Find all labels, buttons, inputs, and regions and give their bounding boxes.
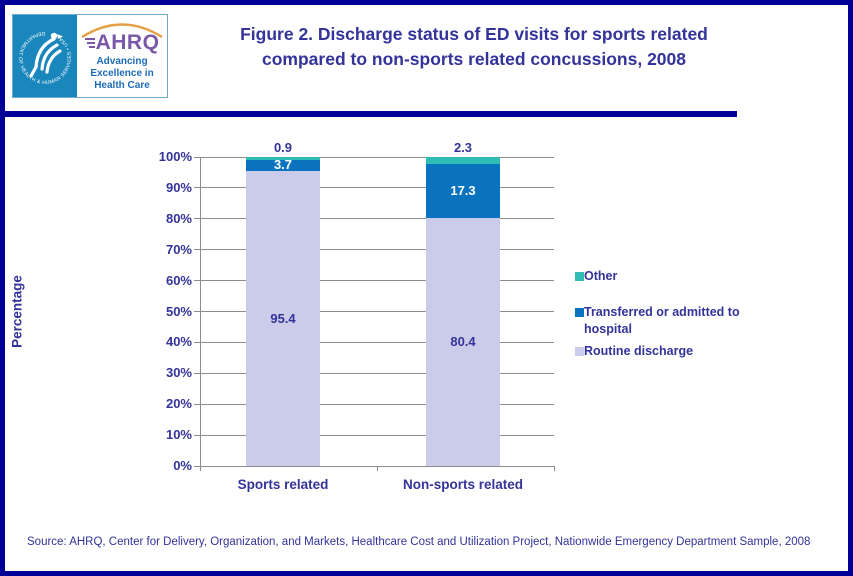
gridline bbox=[200, 156, 554, 158]
bar-value-label: 95.4 bbox=[270, 310, 296, 326]
bar-value-label: 17.3 bbox=[450, 182, 476, 198]
legend-item: Other bbox=[575, 268, 775, 285]
gridline bbox=[200, 249, 554, 251]
x-axis-tick bbox=[377, 466, 378, 471]
legend-label: Other bbox=[584, 269, 618, 283]
y-axis-tick bbox=[194, 311, 200, 312]
hhs-emblem-panel: DEPARTMENT OF HEALTH & HUMAN SERVICES • … bbox=[13, 15, 77, 97]
stacked-bar-chart: Percentage 0% 10% 20% 30% 40% 50% 60% 70% 80% 90%… bbox=[5, 5, 848, 571]
x-axis-tick bbox=[554, 466, 555, 471]
bar-value-label: 80.4 bbox=[450, 333, 476, 349]
gridline bbox=[200, 280, 554, 282]
gridline bbox=[200, 341, 554, 343]
legend-item: Transferred or admitted to hospital bbox=[575, 304, 775, 338]
y-axis-tick-label: 100% bbox=[158, 149, 192, 164]
gridline bbox=[200, 187, 554, 189]
legend-swatch bbox=[575, 308, 584, 317]
figure-title: Figure 2. Discharge status of ED visits … bbox=[168, 22, 780, 72]
y-axis-tick-label: 70% bbox=[165, 241, 192, 257]
bar-segment bbox=[246, 171, 320, 466]
y-axis-tick-label: 80% bbox=[165, 210, 192, 226]
ahrq-tagline: Advancing Excellence in Health Care bbox=[77, 56, 167, 91]
y-axis-tick bbox=[194, 156, 200, 158]
header-divider bbox=[5, 111, 737, 117]
hhs-eagle-icon: DEPARTMENT OF HEALTH & HUMAN SERVICES • … bbox=[17, 30, 73, 86]
y-axis-tick bbox=[194, 341, 200, 343]
bar-segment bbox=[426, 157, 500, 165]
y-axis-tick bbox=[194, 403, 200, 405]
tagline-line: Advancing bbox=[96, 56, 148, 67]
y-axis-tick-label: 40% bbox=[165, 334, 192, 350]
bar-value-label: 2.3 bbox=[453, 140, 473, 155]
gridline bbox=[200, 434, 554, 436]
y-axis-tick-label: 10% bbox=[165, 427, 192, 443]
legend-item: Routine discharge bbox=[575, 343, 775, 360]
rainbow-arc-icon bbox=[81, 23, 163, 38]
y-axis-title: Percentage bbox=[9, 275, 25, 348]
legend-label: Transferred or admitted to hospital bbox=[584, 305, 740, 336]
bar-segment bbox=[426, 164, 500, 218]
y-axis-line bbox=[200, 157, 201, 466]
legend-swatch bbox=[575, 347, 584, 356]
x-axis-category-label: Non-sports related bbox=[402, 477, 524, 492]
y-axis-tick-label: 30% bbox=[165, 365, 192, 381]
speed-lines-icon bbox=[84, 37, 95, 48]
legend-swatch bbox=[575, 272, 584, 281]
ahrq-acronym: AHRQ bbox=[95, 31, 160, 54]
ahrq-logo: DEPARTMENT OF HEALTH & HUMAN SERVICES • … bbox=[12, 14, 168, 98]
bar-segment bbox=[246, 159, 320, 172]
y-axis-tick bbox=[194, 218, 200, 220]
y-axis-tick bbox=[194, 249, 200, 251]
figure-title-line2: compared to non-sports related concussio… bbox=[262, 48, 686, 69]
y-axis-tick-label: 0% bbox=[173, 458, 192, 473]
y-axis-tick bbox=[194, 465, 200, 467]
y-axis-tick bbox=[194, 372, 200, 374]
y-axis-tick-label: 50% bbox=[165, 303, 192, 319]
x-axis-category-label: Sports related bbox=[237, 477, 329, 492]
y-axis-tick-label: 60% bbox=[165, 272, 192, 288]
figure-title-line1: Figure 2. Discharge status of ED visits … bbox=[240, 24, 708, 44]
tagline-line: Excellence in bbox=[90, 67, 154, 79]
bar-value-label: 0.9 bbox=[273, 140, 293, 155]
ahrq-wordmark-panel: AHRQ Advancing Excellence in Health Care bbox=[77, 15, 167, 97]
gridline bbox=[200, 372, 554, 374]
gridline bbox=[200, 311, 554, 312]
gridline bbox=[200, 403, 554, 405]
x-axis-tick bbox=[200, 466, 201, 471]
source-note: Source: AHRQ, Center for Delivery, Organ… bbox=[27, 536, 811, 548]
legend-label: Routine discharge bbox=[584, 344, 694, 358]
bar-value-label: 3.7 bbox=[273, 157, 293, 173]
gridline bbox=[200, 218, 554, 220]
tagline-line: Health Care bbox=[94, 79, 150, 91]
y-axis-tick-label: 20% bbox=[165, 396, 192, 412]
bar-segment bbox=[246, 157, 320, 160]
y-axis-tick bbox=[194, 187, 200, 189]
bar-segment bbox=[426, 217, 500, 466]
y-axis-tick bbox=[194, 434, 200, 436]
y-axis-tick bbox=[194, 280, 200, 282]
y-axis-tick-label: 90% bbox=[165, 179, 192, 195]
